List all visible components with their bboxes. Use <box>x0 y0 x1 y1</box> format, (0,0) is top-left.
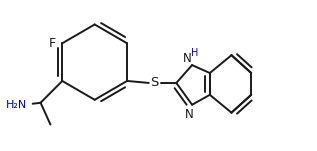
Text: H₂N: H₂N <box>5 100 27 110</box>
Text: F: F <box>49 37 56 50</box>
Text: S: S <box>151 76 159 89</box>
Text: N: N <box>183 52 191 65</box>
Text: N: N <box>185 108 193 121</box>
Text: H: H <box>191 48 199 58</box>
